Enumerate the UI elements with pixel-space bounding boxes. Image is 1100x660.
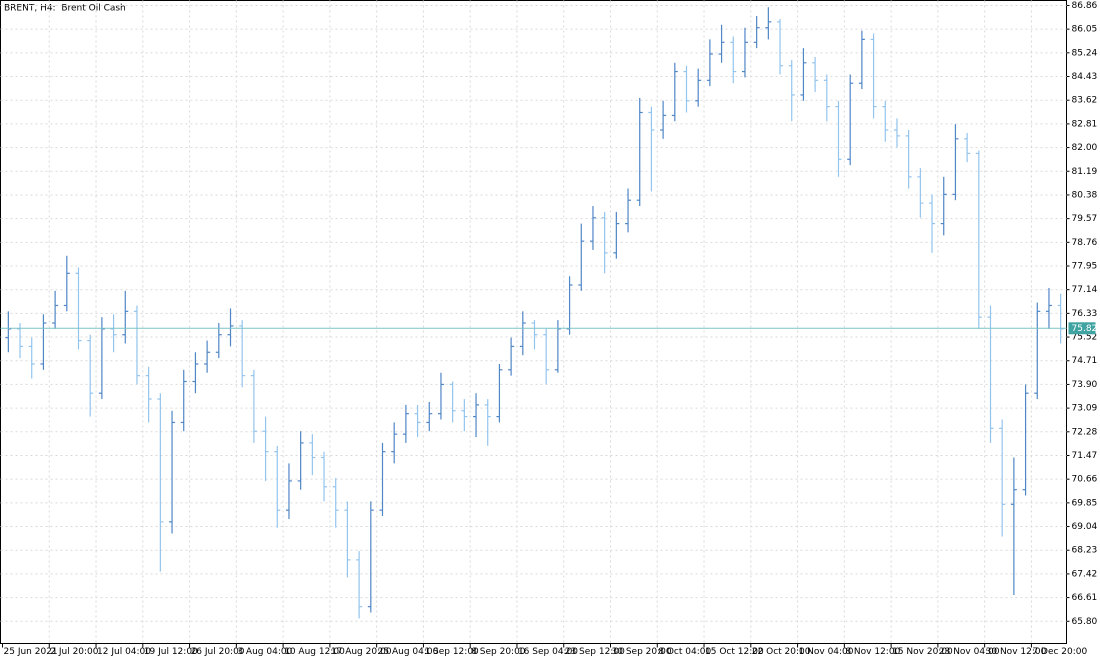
x-tick-label: 12 Jul 04:00 (97, 647, 151, 657)
x-tick-label: 26 Jul 20:00 (191, 647, 245, 657)
x-tick-label: 8 Oct 04:00 (658, 647, 711, 657)
y-tick-label: 72.28 (1072, 427, 1098, 437)
x-tick-label: 2 Jul 20:00 (50, 647, 99, 657)
y-tick-label: 75.52 (1072, 333, 1098, 343)
y-tick-label: 70.66 (1072, 475, 1098, 485)
y-tick-label: 69.85 (1072, 498, 1098, 508)
y-tick-label: 86.05 (1072, 25, 1098, 35)
y-tick-label: 86.86 (1072, 1, 1098, 11)
y-tick-label: 85.24 (1072, 48, 1098, 58)
x-tick-label: 3 Aug 04:00 (237, 647, 292, 657)
y-tick-label: 80.38 (1072, 190, 1098, 200)
x-tick-label: 15 Oct 12:00 (705, 647, 764, 657)
y-tick-label: 71.47 (1072, 451, 1098, 461)
x-tick-label: 1 Sep 12:00 (424, 647, 479, 657)
y-tick-label: 84.43 (1072, 72, 1098, 82)
x-tick-label: 15 Nov 20:00 (892, 647, 953, 657)
chart-title: BRENT, H4: Brent Oil Cash (4, 4, 126, 14)
y-tick-label: 67.42 (1072, 569, 1098, 579)
y-tick-label: 73.90 (1072, 380, 1098, 390)
y-tick-label: 69.04 (1072, 522, 1098, 532)
y-tick-label: 73.09 (1072, 404, 1098, 414)
y-tick-label: 83.62 (1072, 96, 1098, 106)
price-label: 75.82 (1072, 324, 1098, 334)
y-tick-label: 79.57 (1072, 214, 1098, 224)
x-tick-label: 17 Aug 20:00 (331, 647, 392, 657)
y-tick-label: 68.23 (1072, 546, 1098, 556)
x-tick-label: 7 Dec 20:00 (1032, 647, 1087, 657)
y-tick-label: 76.33 (1072, 309, 1098, 319)
x-tick-label: 19 Jul 12:00 (144, 647, 198, 657)
y-tick-label: 78.76 (1072, 238, 1098, 248)
x-tick-label: 23 Nov 04:00 (939, 647, 1000, 657)
y-tick-label: 77.14 (1072, 285, 1098, 295)
y-tick-label: 66.61 (1072, 593, 1098, 603)
x-tick-label: 10 Aug 12:00 (284, 647, 345, 657)
x-tick-label: 8 Sep 20:00 (471, 647, 526, 657)
x-tick-label: 22 Oct 20:00 (752, 647, 811, 657)
x-tick-label: 16 Sep 04:00 (518, 647, 578, 657)
y-tick-label: 65.80 (1072, 617, 1098, 627)
y-tick-label: 74.71 (1072, 356, 1098, 366)
x-tick-label: 25 Aug 04:00 (378, 647, 439, 657)
y-tick-label: 82.81 (1072, 119, 1098, 129)
x-tick-label: 30 Sep 20:00 (612, 647, 672, 657)
y-tick-label: 81.19 (1072, 167, 1098, 177)
x-tick-label: 8 Nov 12:00 (845, 647, 900, 657)
x-tick-label: 25 Jun 2021 (4, 647, 58, 657)
y-tick-label: 77.95 (1072, 262, 1098, 272)
price-label-box (1068, 322, 1096, 335)
x-tick-label: 30 Nov 12:00 (986, 647, 1047, 657)
y-tick-label: 82.00 (1072, 143, 1098, 153)
x-tick-label: 23 Sep 12:00 (565, 647, 625, 657)
plot-frame (0, 0, 1067, 644)
x-tick-label: 1 Nov 04:00 (799, 647, 854, 657)
